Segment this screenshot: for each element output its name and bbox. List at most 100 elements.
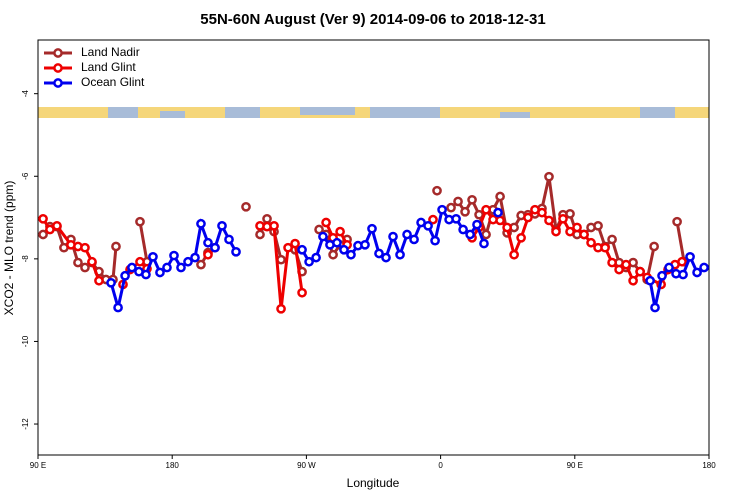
point: [672, 216, 682, 227]
point: [196, 259, 206, 270]
point: [635, 266, 645, 277]
point: [290, 238, 300, 249]
point: [544, 171, 554, 182]
point: [45, 224, 55, 235]
point: [565, 208, 575, 219]
point: [645, 275, 655, 286]
legend-label: Ocean Glint: [81, 75, 145, 89]
point: [106, 277, 116, 288]
x-tick-label: 90 E: [30, 461, 46, 470]
point: [432, 185, 442, 196]
point: [127, 262, 137, 273]
point: [523, 212, 533, 223]
point: [148, 251, 158, 262]
point: [472, 219, 482, 230]
legend-label: Land Nadir: [81, 45, 140, 59]
point: [374, 248, 384, 259]
point: [467, 194, 477, 205]
point: [495, 215, 505, 226]
point: [381, 252, 391, 263]
point: [297, 244, 307, 255]
point: [190, 252, 200, 263]
point: [269, 220, 279, 231]
y-axis-label: XCO2 - MLO trend (ppm): [2, 181, 16, 316]
point: [231, 246, 241, 257]
point: [94, 275, 104, 286]
point: [699, 262, 709, 273]
point: [360, 239, 370, 250]
point: [169, 250, 179, 261]
point: [367, 223, 377, 234]
point: [579, 229, 589, 240]
point: [283, 242, 293, 253]
point: [409, 234, 419, 245]
point: [176, 262, 186, 273]
y-tick-label: -10: [21, 335, 30, 347]
point: [430, 235, 440, 246]
point: [73, 257, 83, 268]
point: [586, 237, 596, 248]
point: [328, 249, 338, 260]
point: [607, 257, 617, 268]
point: [437, 204, 447, 215]
point: [335, 226, 345, 237]
point: [120, 270, 130, 281]
point: [657, 270, 667, 281]
point: [650, 302, 660, 313]
point: [509, 249, 519, 260]
point: [196, 218, 206, 229]
point: [502, 222, 512, 233]
point: [304, 256, 314, 267]
point: [621, 259, 631, 270]
x-tick-label: 90 E: [567, 461, 583, 470]
point: [38, 213, 48, 224]
point: [80, 262, 90, 273]
point: [321, 217, 331, 228]
point: [262, 213, 272, 224]
legend-marker: [53, 48, 63, 58]
point: [628, 275, 638, 286]
x-tick-label: 0: [438, 461, 443, 470]
point: [479, 238, 489, 249]
point: [402, 229, 412, 240]
point: [311, 252, 321, 263]
point: [460, 206, 470, 217]
point: [80, 242, 90, 253]
point: [183, 256, 193, 267]
map-strip: [38, 107, 709, 118]
point: [458, 224, 468, 235]
point: [255, 229, 265, 240]
point: [203, 237, 213, 248]
point: [276, 303, 286, 314]
point: [593, 220, 603, 231]
point: [495, 191, 505, 202]
point: [314, 224, 324, 235]
point: [113, 302, 123, 313]
point: [318, 231, 328, 242]
point: [607, 234, 617, 245]
point: [38, 229, 48, 240]
point: [544, 215, 554, 226]
point: [453, 196, 463, 207]
series: [38, 171, 689, 285]
point: [388, 231, 398, 242]
point: [135, 216, 145, 227]
plot-frame: [37, 39, 710, 456]
x-tick-label: 180: [166, 461, 180, 470]
point: [87, 256, 97, 267]
point: [141, 269, 151, 280]
point: [685, 251, 695, 262]
point: [332, 237, 342, 248]
point: [346, 249, 356, 260]
legend-marker: [53, 63, 63, 73]
series: [38, 204, 687, 314]
point: [224, 234, 234, 245]
x-tick-label: 180: [702, 461, 716, 470]
point: [217, 220, 227, 231]
series: [106, 204, 709, 313]
point: [572, 222, 582, 233]
point: [451, 213, 461, 224]
point: [446, 202, 456, 213]
y-tick-label: -8: [21, 255, 30, 263]
